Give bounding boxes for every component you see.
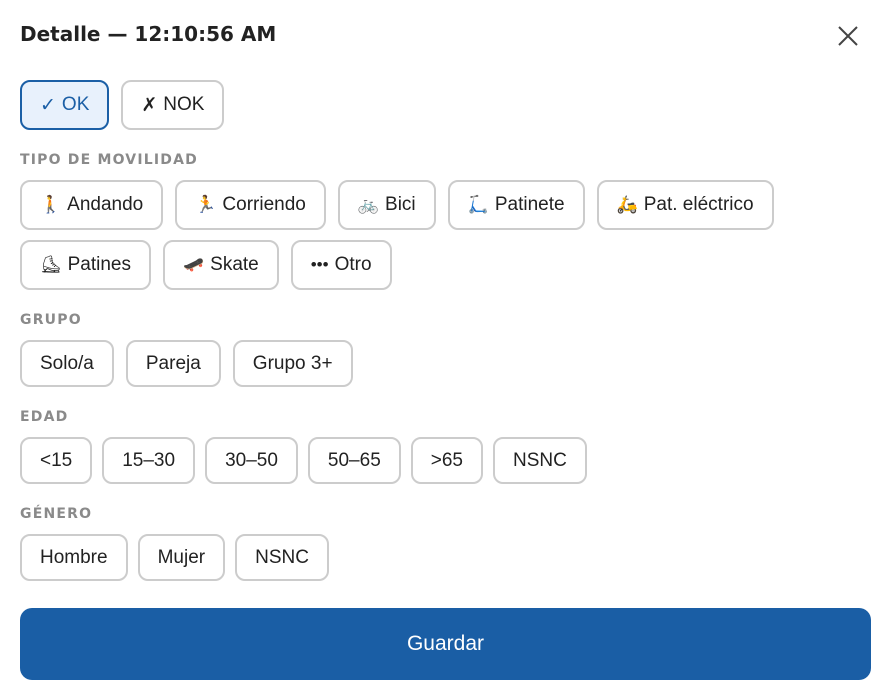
movilidad-row-1: 🚶 Andando 🏃 Corriendo 🚲 Bici 🛴 Patinete 🛵 Pat… bbox=[20, 180, 774, 230]
option-otro[interactable]: ••• Otro bbox=[290, 240, 392, 290]
status-row: ✓ OK ✗ NOK bbox=[20, 80, 225, 130]
option-corriendo[interactable]: 🏃 Corriendo bbox=[175, 180, 326, 230]
option-edad-30-50[interactable]: 30–50 bbox=[205, 437, 298, 484]
option-hombre[interactable]: Hombre bbox=[20, 534, 128, 581]
option-andando[interactable]: 🚶 Andando bbox=[20, 180, 164, 230]
running-icon: 🏃 bbox=[195, 195, 217, 214]
option-edad-15-30[interactable]: 15–30 bbox=[102, 437, 196, 484]
more-icon: ••• bbox=[310, 255, 329, 274]
check-icon: ✓ bbox=[40, 94, 56, 116]
skate-boot-icon: ⛸ bbox=[40, 255, 62, 274]
option-grupo[interactable]: Grupo 3+ bbox=[232, 340, 353, 387]
scooter-icon: 🛴 bbox=[467, 195, 489, 214]
option-edad-lt15[interactable]: <15 bbox=[20, 437, 93, 484]
option-solo[interactable]: Solo/a bbox=[20, 340, 114, 387]
option-pareja[interactable]: Pareja bbox=[125, 340, 221, 387]
option-skate[interactable]: 🛹 Skate bbox=[162, 240, 279, 290]
option-bici[interactable]: 🚲 Bici bbox=[337, 180, 436, 230]
save-button[interactable]: Guardar bbox=[20, 608, 871, 680]
option-edad-nsnc[interactable]: NSNC bbox=[493, 437, 587, 484]
motor-scooter-icon: 🛵 bbox=[616, 195, 638, 214]
dialog-title: Detalle — 12:10:56 AM bbox=[20, 22, 277, 46]
grupo-row: Solo/a Pareja Grupo 3+ bbox=[20, 340, 353, 387]
option-genero-nsnc[interactable]: NSNC bbox=[235, 534, 329, 581]
bicycle-icon: 🚲 bbox=[357, 195, 380, 214]
option-patines[interactable]: ⛸ Patines bbox=[20, 240, 151, 290]
option-edad-gt65[interactable]: >65 bbox=[410, 437, 483, 484]
section-label-genero: GÉNERO bbox=[20, 506, 93, 522]
option-mujer[interactable]: Mujer bbox=[137, 534, 226, 581]
section-label-grupo: GRUPO bbox=[20, 312, 82, 328]
option-patinete[interactable]: 🛴 Patinete bbox=[447, 180, 585, 230]
section-label-movilidad: TIPO DE MOVILIDAD bbox=[20, 152, 198, 168]
ok-button[interactable]: ✓ OK bbox=[20, 80, 110, 130]
skateboard-icon: 🛹 bbox=[182, 255, 205, 274]
edad-row: <15 15–30 30–50 50–65 >65 NSNC bbox=[20, 437, 587, 484]
section-label-edad: EDAD bbox=[20, 409, 69, 425]
nok-button[interactable]: ✗ NOK bbox=[121, 80, 225, 130]
walking-icon: 🚶 bbox=[40, 195, 62, 214]
genero-row: Hombre Mujer NSNC bbox=[20, 534, 329, 581]
close-icon[interactable] bbox=[836, 24, 860, 48]
movilidad-row-2: ⛸ Patines 🛹 Skate ••• Otro bbox=[20, 240, 392, 290]
option-edad-50-65[interactable]: 50–65 bbox=[307, 437, 401, 484]
option-pat-electrico[interactable]: 🛵 Pat. eléctrico bbox=[596, 180, 774, 230]
cross-icon: ✗ bbox=[141, 94, 158, 116]
